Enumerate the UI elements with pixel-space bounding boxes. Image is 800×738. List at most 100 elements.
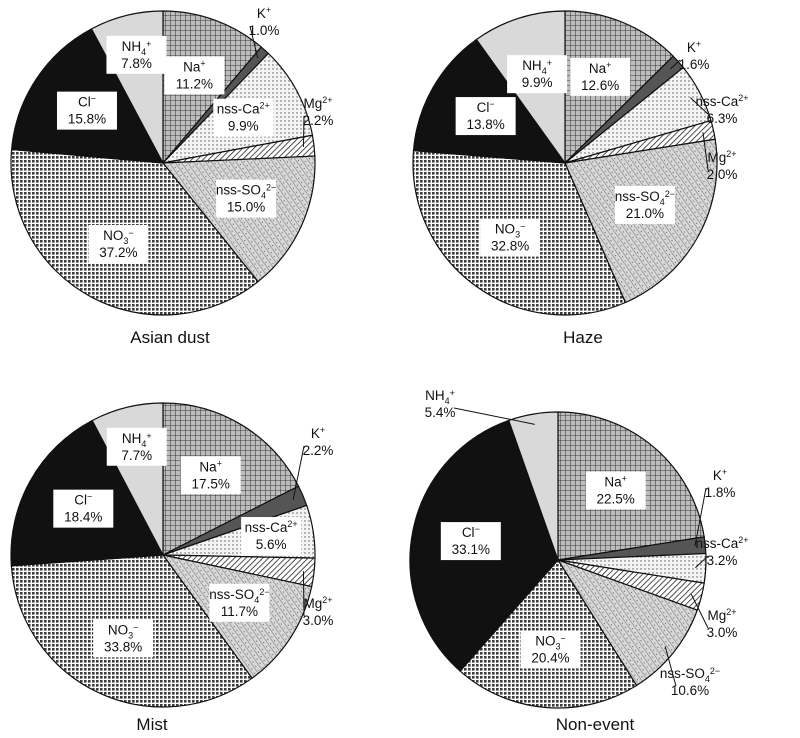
- slice-value-label: 20.4%: [531, 650, 569, 665]
- slice-ion-label: Cl−: [74, 492, 92, 508]
- slice-label: nss-Ca2+ 5.6%: [241, 517, 302, 556]
- slice-ion-label: nss-Ca2+: [217, 101, 270, 117]
- leader-line: [453, 407, 535, 425]
- slice-label: NO3−20.4%: [520, 630, 581, 669]
- slice-value-label: 37.2%: [99, 245, 137, 260]
- slice-value-label: 2.0%: [707, 167, 738, 182]
- leader-line: [695, 555, 709, 569]
- slice-ion-label: Na+: [199, 458, 222, 474]
- slice-label: nss-Ca2+ 3.2%: [695, 535, 748, 568]
- slice-ion-label: nss-SO42−: [615, 189, 675, 207]
- slice-label: K+ 2.2%: [303, 425, 334, 458]
- slice-ion-label: Mg2+: [303, 95, 332, 111]
- slice-ion-label: K+: [687, 39, 701, 55]
- slice-label: Mg2+ 3.0%: [707, 607, 738, 640]
- pie-chart-1: Na+ 11.2% K+ 1.0% nss-Ca2+ 9.9% Mg2+ 2.2% nss-SO…: [10, 5, 334, 347]
- slice-label: NO3−37.2%: [88, 225, 149, 264]
- slice-label: Cl− 13.8%: [455, 97, 516, 136]
- slice-value-label: 12.6%: [581, 78, 619, 93]
- slice-ion-label: nss-SO42−: [216, 183, 276, 201]
- slice-label: nss-SO42−11.7%: [209, 583, 270, 622]
- pie-chart-3: Na+ 17.5% K+ 2.2% nss-Ca2+ 5.6% Mg2+ 3.0% nss-SO…: [10, 402, 334, 734]
- slice-label: nss-SO42−21.0%: [615, 185, 675, 224]
- leader-line: [670, 59, 681, 70]
- slice-label: Na+ 17.5%: [180, 456, 241, 495]
- leader-line: [690, 594, 709, 629]
- leader-line: [694, 487, 707, 547]
- slice-ion-label: NO3−: [103, 228, 134, 246]
- slice-ion-label: NH4+: [122, 39, 152, 57]
- leader-line: [302, 571, 305, 617]
- slice-label: nss-Ca2+ 6.3%: [695, 93, 748, 126]
- slice-ion-label: Mg2+: [707, 149, 736, 165]
- slice-value-label: 15.8%: [68, 112, 106, 127]
- slice-label: NH4+7.7%: [106, 427, 167, 466]
- slice-value-label: 17.5%: [192, 476, 230, 491]
- slice-ion-label: nss-Ca2+: [245, 519, 298, 535]
- slice-label: K+ 1.6%: [679, 39, 710, 72]
- chart-caption: Asian dust: [130, 328, 210, 347]
- slice-label: K+ 1.8%: [705, 467, 736, 500]
- slice-label: nss-SO42−15.0%: [216, 179, 276, 218]
- leader-line: [690, 97, 709, 115]
- slice-label: NO3−33.8%: [93, 619, 154, 658]
- slice-value-label: 33.1%: [452, 542, 490, 557]
- leader-line: [664, 646, 677, 687]
- leader-line: [702, 132, 709, 171]
- slice-value-label: 1.8%: [705, 485, 736, 500]
- slice-value-label: 22.5%: [597, 491, 635, 506]
- slice-value-label: 21.0%: [626, 206, 664, 221]
- slice-ion-label: nss-SO42−: [209, 587, 269, 605]
- slice-value-label: 7.8%: [121, 56, 152, 71]
- slice-label: Cl− 15.8%: [56, 91, 117, 130]
- slice-value-label: 5.4%: [425, 405, 456, 420]
- pie-chart-2: Na+ 12.6% K+ 1.6% nss-Ca2+ 6.3% Mg2+ 2.0% nss-SO…: [412, 10, 749, 347]
- slice-ion-label: nss-SO42−: [660, 666, 720, 684]
- slice-value-label: 1.0%: [249, 23, 280, 38]
- leader-line: [249, 25, 259, 59]
- slice-label: nss-Ca2+ 9.9%: [213, 98, 274, 137]
- pie-slice: [507, 411, 559, 561]
- slice-value-label: 11.7%: [221, 604, 258, 619]
- slice-value-label: 3.2%: [707, 553, 738, 568]
- slice-label: nss-SO42−10.6%: [660, 666, 720, 698]
- slice-label: NH4+5.4%: [425, 388, 456, 420]
- slice-label: Mg2+ 3.0%: [303, 595, 334, 628]
- charts-layer: Na+ 11.2% K+ 1.0% nss-Ca2+ 9.9% Mg2+ 2.2% nss-SO…: [10, 5, 749, 734]
- slice-ion-label: NO3−: [535, 633, 566, 651]
- slice-value-label: 32.8%: [491, 239, 529, 254]
- slice-ion-label: nss-Ca2+: [695, 93, 748, 109]
- slice-value-label: 15.0%: [227, 200, 265, 215]
- slice-value-label: 9.9%: [522, 75, 553, 90]
- slice-ion-label: Na+: [589, 60, 612, 76]
- slice-label: Cl− 33.1%: [440, 522, 501, 561]
- slice-ion-label: Na+: [183, 58, 206, 74]
- leader-line: [292, 445, 305, 500]
- chart-caption: Haze: [563, 328, 603, 347]
- slice-label: Na+ 11.2%: [164, 56, 225, 95]
- slice-label: Mg2+ 2.0%: [707, 149, 738, 182]
- slice-ion-label: NO3−: [108, 622, 139, 640]
- slice-ion-label: Na+: [604, 473, 627, 489]
- slice-ion-label: Cl−: [462, 524, 480, 540]
- slice-label: K+ 1.0%: [249, 5, 280, 38]
- slice-value-label: 9.9%: [228, 119, 259, 134]
- slice-label: NH4+9.9%: [507, 55, 568, 94]
- slice-ion-label: K+: [713, 467, 727, 483]
- slice-label: Mg2+ 2.2%: [303, 95, 334, 128]
- slice-ion-label: Cl−: [477, 99, 495, 115]
- slice-value-label: 7.7%: [121, 448, 152, 463]
- slice-ion-label: NH4+: [522, 58, 552, 76]
- slice-label: NO3−32.8%: [480, 218, 541, 257]
- slice-value-label: 6.3%: [707, 111, 738, 126]
- slice-value-label: 2.2%: [303, 443, 334, 458]
- slice-ion-label: NO3−: [495, 222, 526, 240]
- slice-ion-label: K+: [311, 425, 325, 441]
- slice-ion-label: Cl−: [78, 94, 96, 110]
- slice-label: NH4+7.8%: [106, 35, 167, 74]
- slice-ion-label: Mg2+: [303, 595, 332, 611]
- slice-value-label: 3.0%: [707, 625, 738, 640]
- chart-caption: Mist: [136, 715, 167, 734]
- slice-label: Na+ 12.6%: [570, 57, 631, 96]
